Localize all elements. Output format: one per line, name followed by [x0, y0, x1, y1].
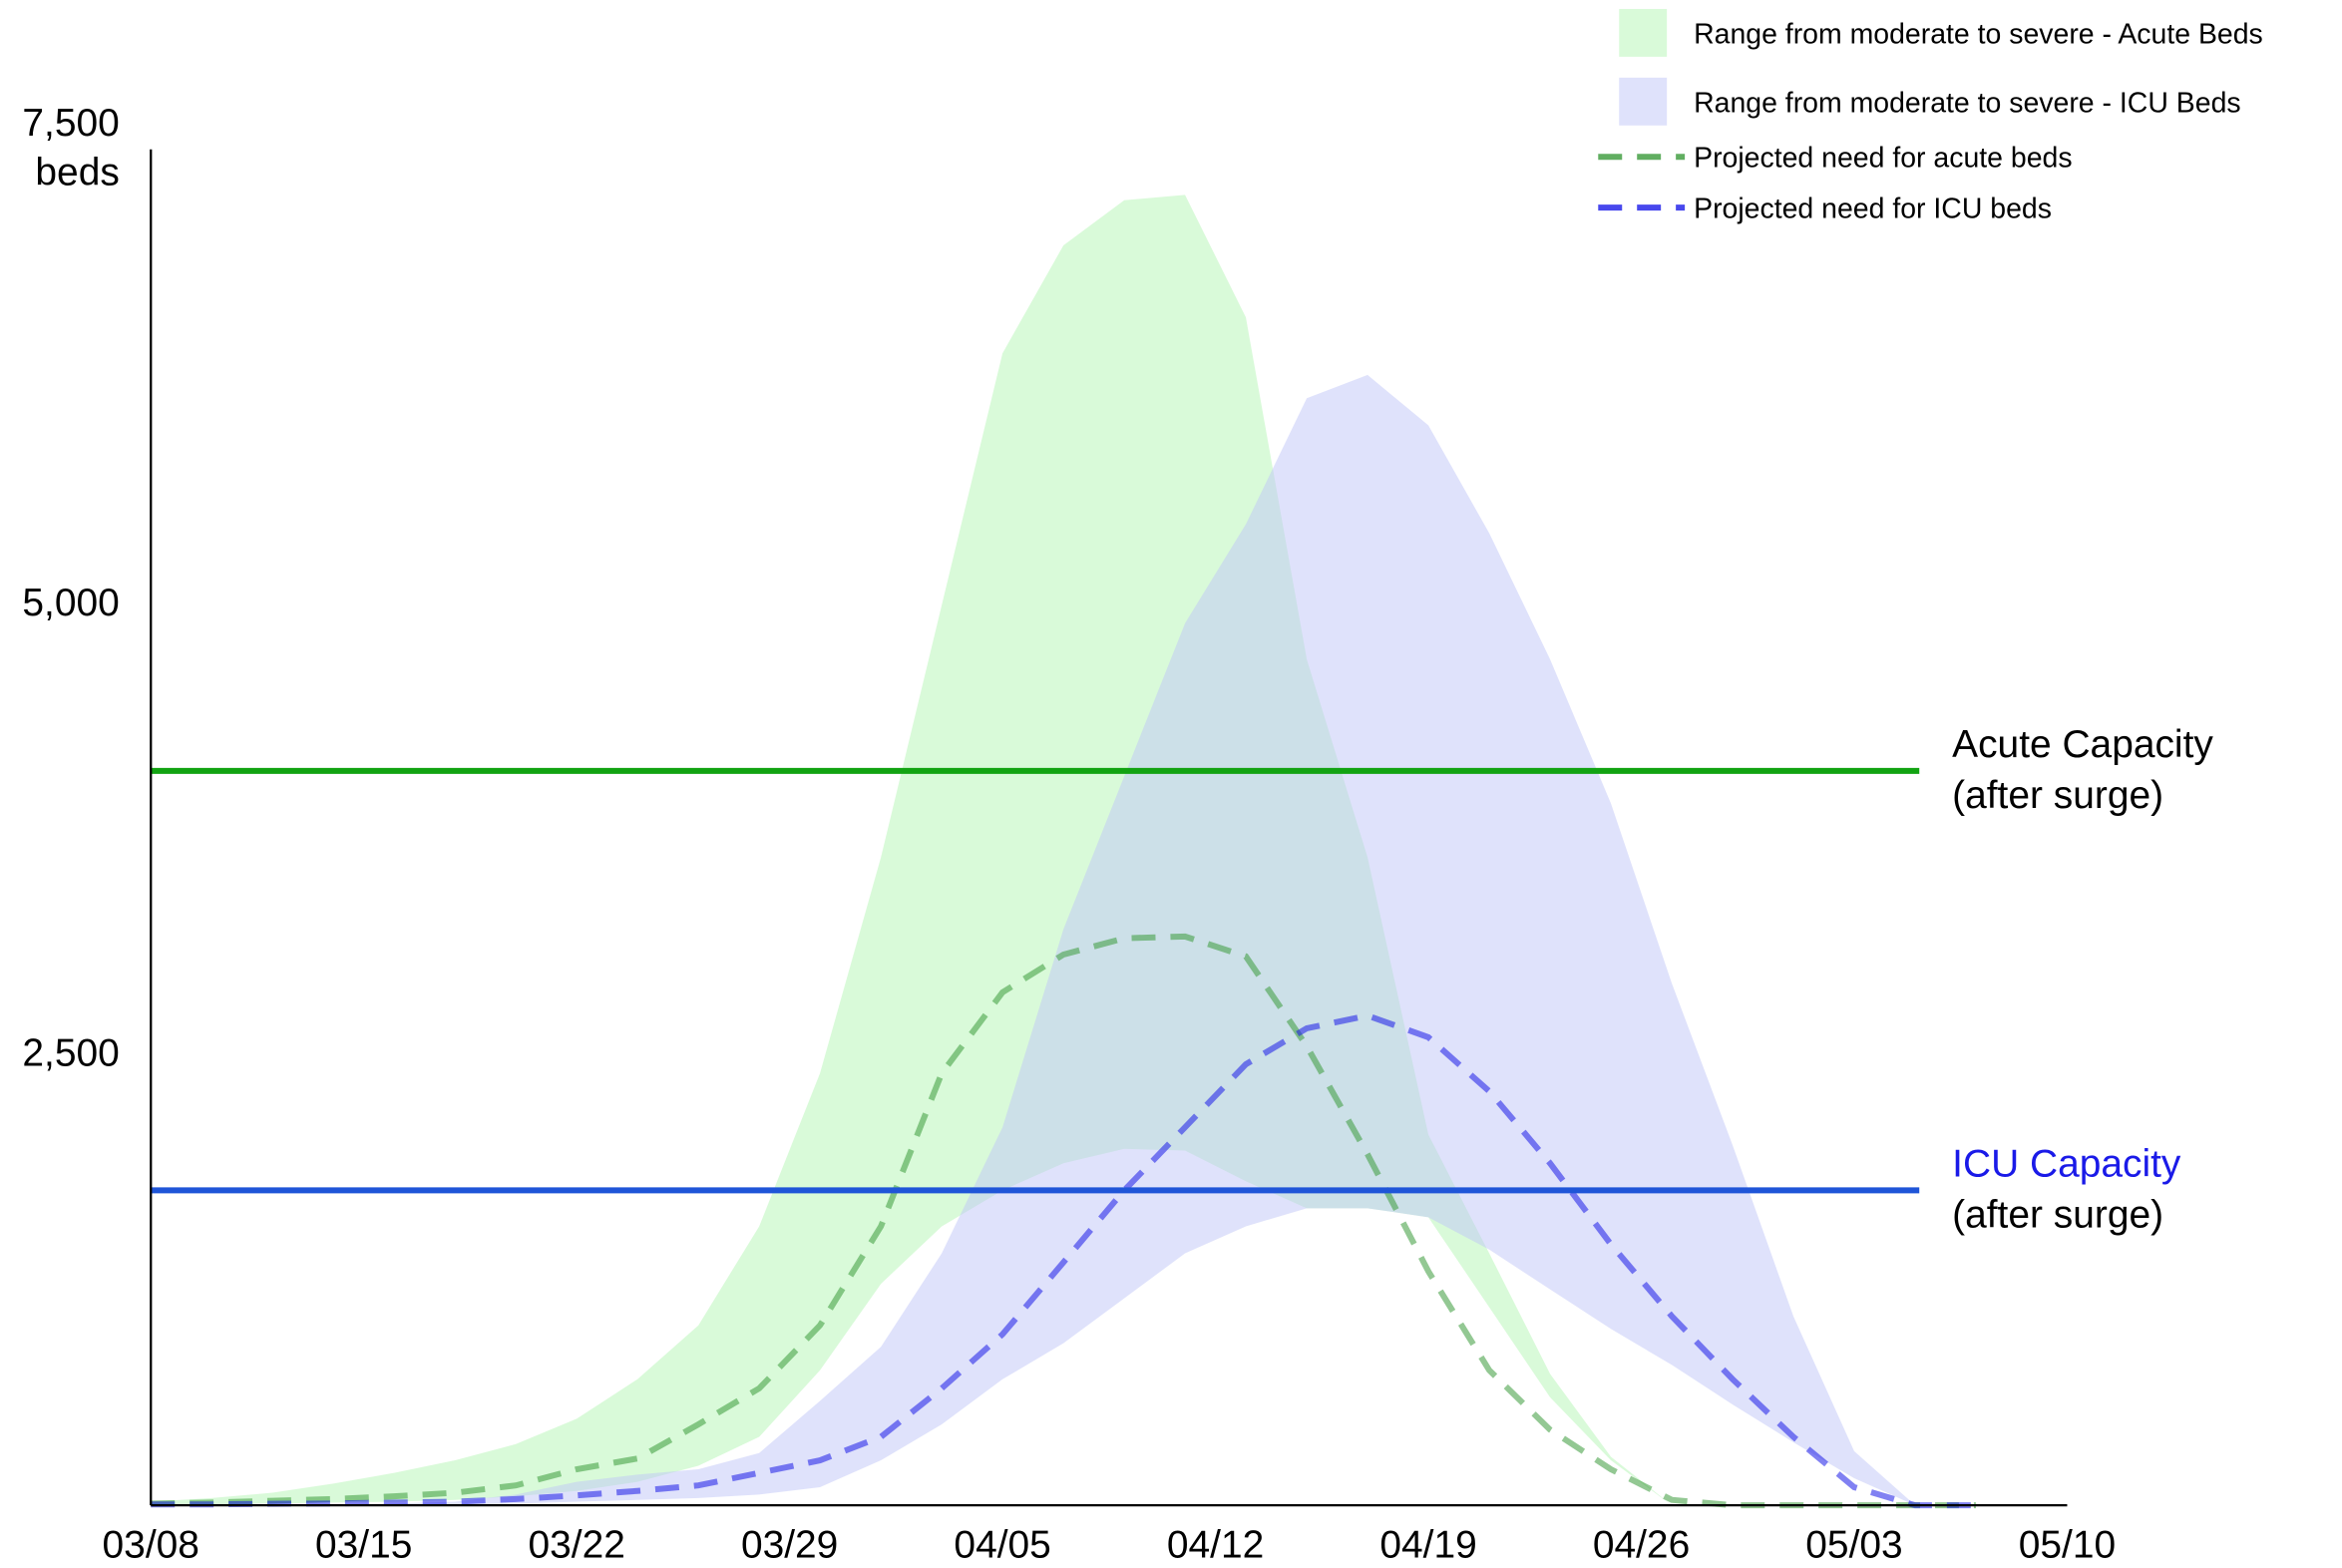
x-tick-label: 05/03	[1805, 1523, 1902, 1566]
legend-label: Range from moderate to severe - ICU Beds	[1694, 87, 2241, 119]
y-tick-label: 7,500	[22, 102, 119, 145]
x-tick-label: 04/19	[1379, 1523, 1476, 1566]
legend-label: Range from moderate to severe - Acute Be…	[1694, 18, 2263, 50]
legend-label: Projected need for acute beds	[1694, 143, 2072, 175]
range-band	[151, 195, 1976, 1506]
projection-line	[151, 1012, 1976, 1509]
y-tick-label: 2,500	[22, 1031, 119, 1074]
x-tick-label: 03/22	[528, 1523, 624, 1566]
legend-swatch	[1619, 77, 1668, 126]
y-axis-label: beds	[35, 151, 119, 194]
capacity-label: Acute Capacity	[1952, 723, 2213, 766]
range-band	[151, 374, 1976, 1506]
x-tick-label: 03/29	[741, 1523, 838, 1566]
y-tick-label: 5,000	[22, 582, 119, 624]
projection-line	[151, 933, 1976, 1509]
x-tick-label: 05/10	[2019, 1523, 2116, 1566]
x-tick-label: 04/12	[1167, 1523, 1264, 1566]
capacity-sublabel: (after surge)	[1952, 774, 2163, 817]
legend-swatch	[1619, 8, 1668, 57]
x-tick-label: 04/26	[1593, 1523, 1690, 1566]
capacity-label: ICU Capacity	[1952, 1143, 2181, 1186]
x-tick-label: 03/08	[103, 1523, 199, 1566]
x-tick-label: 04/05	[954, 1523, 1050, 1566]
legend-label: Projected need for ICU beds	[1694, 194, 2052, 225]
capacity-sublabel: (after surge)	[1952, 1194, 2163, 1237]
legend: Range from moderate to severe - Acute Be…	[1598, 8, 2263, 225]
x-tick-label: 03/15	[315, 1523, 412, 1566]
